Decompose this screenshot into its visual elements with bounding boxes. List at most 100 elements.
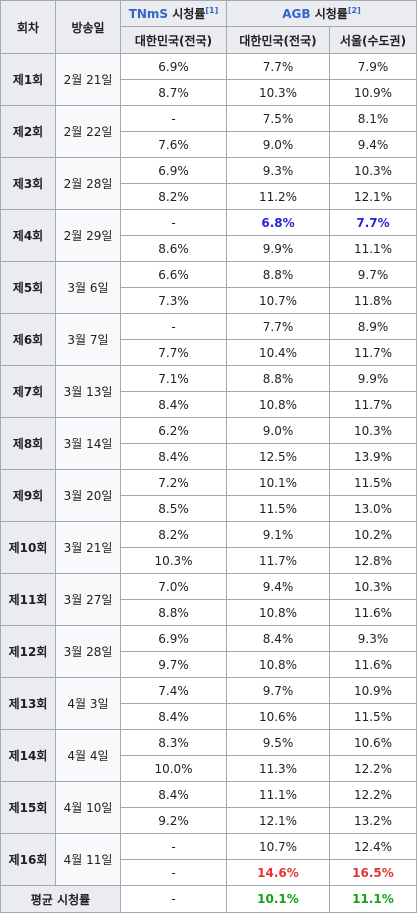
agb-nation-rating-cell: 11.7%: [226, 547, 330, 574]
episode-cell: 제10회: [0, 521, 56, 574]
agb-seoul-rating-cell: 11.6%: [329, 599, 417, 626]
table-row: 제1회 2월 21일 6.9% 7.7% 7.9%: [0, 53, 417, 106]
tnms-nation-rating-cell: 8.2%: [120, 183, 227, 210]
table-row: 8.4% 12.5% 13.9%: [1, 443, 417, 470]
tnms-nation-rating-cell: 10.3%: [120, 547, 227, 574]
agb-seoul-rating-cell: 8.1%: [329, 105, 417, 132]
tnms-ref-link[interactable]: [1]: [205, 6, 219, 15]
air-date-cell: 3월 7일: [55, 313, 121, 366]
agb-nation-rating-cell: 9.4%: [226, 573, 330, 600]
agb-seoul-rating-cell: 12.1%: [329, 183, 417, 210]
agb-seoul-rating-cell: 11.7%: [329, 339, 417, 366]
agb-seoul-rating-cell: 9.4%: [329, 131, 417, 158]
tnms-header: TNmS 시청률[1]: [120, 0, 227, 27]
tnms-nation-rating-cell: 6.6%: [120, 261, 227, 288]
tnms-nation-rating-cell: -: [120, 859, 227, 886]
agb-seoul-rating-cell: 16.5%: [329, 859, 417, 886]
tnms-link[interactable]: TNmS: [128, 7, 169, 21]
tnms-nation-header: 대한민국(전국): [120, 26, 227, 54]
air-date-cell: 2월 21일: [55, 53, 121, 106]
tnms-nation-rating-cell: 7.4%: [120, 677, 227, 704]
agb-seoul-rating-cell: 10.9%: [329, 79, 417, 106]
table-row: 7.7% 10.4% 11.7%: [1, 339, 417, 366]
tnms-nation-rating-cell: 7.0%: [120, 573, 227, 600]
agb-nation-rating-cell: 10.8%: [226, 651, 330, 678]
agb-link[interactable]: AGB: [282, 7, 311, 21]
table-row: 제13회 4월 3일 7.4% 9.7% 10.9%: [0, 677, 417, 730]
tnms-nation-rating-cell: 6.2%: [120, 417, 227, 444]
table-row: 8.6% 9.9% 11.1%: [1, 235, 417, 262]
agb-nation-rating-cell: 9.9%: [226, 235, 330, 262]
agb-ref-link[interactable]: [2]: [347, 6, 361, 15]
tnms-suffix: 시청률: [168, 7, 206, 21]
tnms-nation-rating-cell: 8.3%: [120, 729, 227, 756]
air-date-cell: 2월 28일: [55, 157, 121, 210]
agb-seoul-rating-cell: 11.7%: [329, 391, 417, 418]
episode-cell: 제1회: [0, 53, 56, 106]
agb-seoul-rating-cell: 13.0%: [329, 495, 417, 522]
air-date-cell: 4월 11일: [55, 833, 121, 886]
average-label: 평균 시청률: [0, 885, 121, 913]
header-row-top: 회차 방송일 TNmS 시청률[1] AGB 시청률[2]: [0, 0, 417, 54]
agb-nation-rating-cell: 8.8%: [226, 261, 330, 288]
agb-nation-rating-cell: 12.1%: [226, 807, 330, 834]
tnms-nation-rating-cell: 6.9%: [120, 53, 227, 80]
table-row: 8.8% 10.8% 11.6%: [1, 599, 417, 626]
air-date-cell: 3월 21일: [55, 521, 121, 574]
tnms-nation-rating-cell: 9.2%: [120, 807, 227, 834]
agb-nation-rating-cell: 8.8%: [226, 365, 330, 392]
tnms-nation-rating-cell: 8.8%: [120, 599, 227, 626]
tnms-nation-rating-cell: 7.6%: [120, 131, 227, 158]
agb-seoul-rating-cell: 10.9%: [329, 677, 417, 704]
tnms-nation-rating-cell: 8.4%: [120, 781, 227, 808]
episode-cell: 제9회: [0, 469, 56, 522]
tnms-nation-rating-cell: 8.4%: [120, 443, 227, 470]
agb-nation-rating-cell: 9.5%: [226, 729, 330, 756]
tnms-nation-rating-cell: 8.7%: [120, 79, 227, 106]
agb-seoul-rating-cell: 11.8%: [329, 287, 417, 314]
episode-cell: 제8회: [0, 417, 56, 470]
table-row: 8.2% 11.2% 12.1%: [1, 183, 417, 210]
agb-nation-rating-cell: 7.7%: [226, 313, 330, 340]
agb-nation-rating-cell: 7.5%: [226, 105, 330, 132]
tnms-nation-rating-cell: 8.4%: [120, 391, 227, 418]
agb-seoul-rating-cell: 11.5%: [329, 703, 417, 730]
agb-seoul-rating-cell: 7.9%: [329, 53, 417, 80]
table-row: 제9회 3월 20일 7.2% 10.1% 11.5%: [0, 469, 417, 522]
episode-cell: 제13회: [0, 677, 56, 730]
agb-nation-rating-cell: 10.6%: [226, 703, 330, 730]
air-date-cell: 3월 28일: [55, 625, 121, 678]
tnms-nation-rating-cell: 6.9%: [120, 157, 227, 184]
agb-nation-rating-cell: 12.5%: [226, 443, 330, 470]
tnms-nation-rating-cell: 7.3%: [120, 287, 227, 314]
table-row: 제7회 3월 13일 7.1% 8.8% 9.9%: [0, 365, 417, 418]
episode-cell: 제5회: [0, 261, 56, 314]
tnms-nation-rating-cell: 10.0%: [120, 755, 227, 782]
agb-seoul-rating-cell: 11.5%: [329, 469, 417, 496]
agb-nation-rating-cell: 9.7%: [226, 677, 330, 704]
episode-cell: 제4회: [0, 209, 56, 262]
air-date-cell: 4월 3일: [55, 677, 121, 730]
agb-seoul-rating-cell: 13.2%: [329, 807, 417, 834]
table-row: 제10회 3월 21일 8.2% 9.1% 10.2%: [0, 521, 417, 574]
agb-nation-rating-cell: 9.3%: [226, 157, 330, 184]
agb-nation-rating-cell: 9.0%: [226, 417, 330, 444]
episode-cell: 제7회: [0, 365, 56, 418]
agb-seoul-rating-cell: 12.2%: [329, 781, 417, 808]
ratings-body: 제1회 2월 21일 6.9% 7.7% 7.9% 8.7% 10.3% 10.9% 제2회 2월…: [0, 53, 417, 886]
agb-nation-rating-cell: 9.0%: [226, 131, 330, 158]
air-date-cell: 3월 20일: [55, 469, 121, 522]
agb-seoul-rating-cell: 10.3%: [329, 573, 417, 600]
agb-seoul-rating-cell: 10.3%: [329, 417, 417, 444]
agb-nation-rating-cell: 10.7%: [226, 287, 330, 314]
tnms-nation-rating-cell: 6.9%: [120, 625, 227, 652]
agb-seoul-rating-cell: 8.9%: [329, 313, 417, 340]
agb-nation-rating-cell: 11.2%: [226, 183, 330, 210]
tnms-nation-rating-cell: 8.2%: [120, 521, 227, 548]
tnms-nation-rating-cell: 8.6%: [120, 235, 227, 262]
agb-nation-rating-cell: 9.1%: [226, 521, 330, 548]
tnms-nation-rating-cell: 7.1%: [120, 365, 227, 392]
table-row: 10.0% 11.3% 12.2%: [1, 755, 417, 782]
episode-cell: 제11회: [0, 573, 56, 626]
